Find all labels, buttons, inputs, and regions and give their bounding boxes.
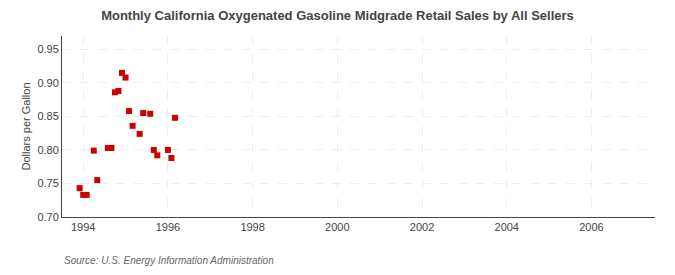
svg-text:2004: 2004 [495,221,519,233]
svg-text:2002: 2002 [410,221,434,233]
svg-text:Monthly California Oxygenated: Monthly California Oxygenated Gasoline M… [101,8,574,23]
svg-text:0.95: 0.95 [37,43,58,55]
svg-text:0.75: 0.75 [37,177,58,189]
svg-text:2006: 2006 [579,221,603,233]
svg-text:Dollars per Gallon: Dollars per Gallon [20,82,32,170]
svg-text:0.90: 0.90 [37,77,58,89]
svg-text:0.85: 0.85 [37,110,58,122]
svg-text:1996: 1996 [156,221,180,233]
svg-text:Source: U.S. Energy Informatio: Source: U.S. Energy Information Administ… [64,255,274,266]
svg-text:0.80: 0.80 [37,144,58,156]
svg-text:2000: 2000 [325,221,349,233]
svg-text:0.70: 0.70 [37,211,58,223]
svg-text:1994: 1994 [71,221,95,233]
svg-text:1998: 1998 [240,221,264,233]
